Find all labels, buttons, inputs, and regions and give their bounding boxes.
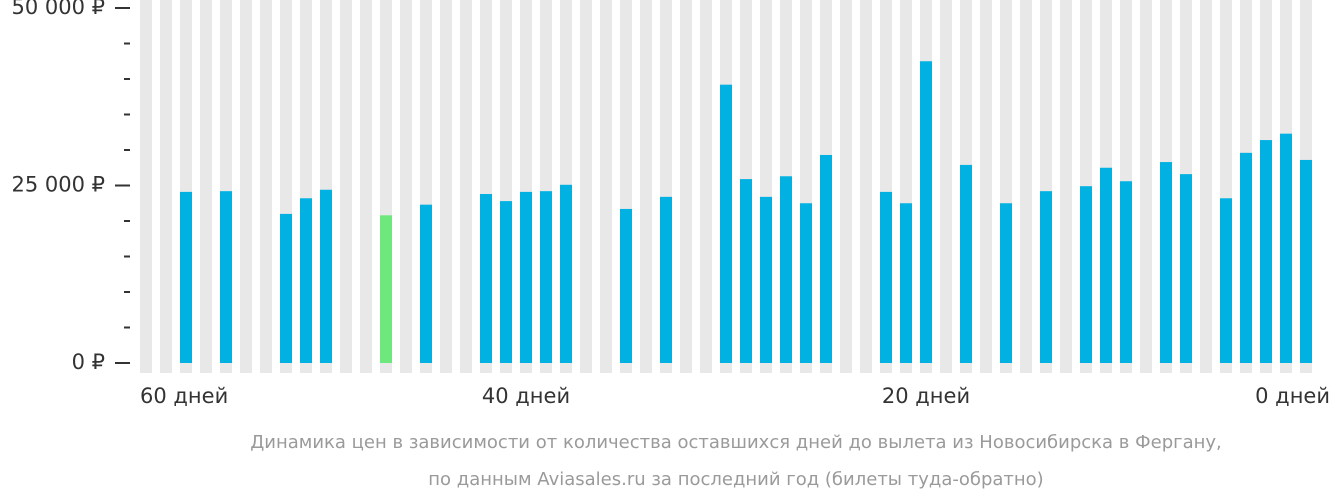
column-background xyxy=(460,0,472,373)
column-background xyxy=(1200,0,1212,373)
column-background xyxy=(200,0,212,373)
bar xyxy=(620,208,632,363)
bar xyxy=(320,189,332,363)
column-background xyxy=(1060,0,1072,373)
y-tick-label: 50 000 ₽ xyxy=(11,0,105,19)
bar xyxy=(540,191,552,363)
bar xyxy=(820,154,832,363)
x-tick-label: 20 дней xyxy=(882,384,970,408)
column-background xyxy=(140,0,152,373)
x-tick-label: 60 дней xyxy=(140,384,228,408)
bar xyxy=(760,196,772,363)
bar xyxy=(500,201,512,363)
column-background xyxy=(260,0,272,373)
bar xyxy=(1280,133,1292,363)
column-background xyxy=(680,0,692,373)
bar xyxy=(920,61,932,363)
column-background xyxy=(440,0,452,373)
bar xyxy=(800,203,812,363)
column-background xyxy=(240,0,252,373)
bar xyxy=(380,215,392,363)
column-background xyxy=(580,0,592,373)
column-background xyxy=(1140,0,1152,373)
bar xyxy=(1220,198,1232,363)
bar xyxy=(1260,140,1272,363)
bar xyxy=(740,179,752,363)
bar xyxy=(1300,159,1312,363)
column-background xyxy=(360,0,372,373)
bar xyxy=(660,196,672,363)
bar xyxy=(560,184,572,363)
x-tick-label: 0 дней xyxy=(1255,384,1330,408)
bar xyxy=(880,191,892,363)
y-tick-label: 0 ₽ xyxy=(72,350,105,374)
column-background xyxy=(940,0,952,373)
column-background xyxy=(700,0,712,373)
bar xyxy=(180,191,192,363)
column-background xyxy=(160,0,172,373)
bar xyxy=(1240,152,1252,363)
column-background xyxy=(840,0,852,373)
bar xyxy=(1180,174,1192,363)
column-background xyxy=(400,0,412,373)
bar xyxy=(520,191,532,363)
bar xyxy=(1100,167,1112,363)
bar xyxy=(780,176,792,363)
bar xyxy=(220,191,232,363)
bar xyxy=(480,194,492,363)
bar xyxy=(1120,181,1132,363)
column-background xyxy=(980,0,992,373)
bar xyxy=(1160,162,1172,363)
bar xyxy=(420,204,432,363)
y-tick-label: 25 000 ₽ xyxy=(11,173,105,197)
bar xyxy=(720,84,732,364)
bar xyxy=(300,198,312,363)
caption-line: по данным Aviasales.ru за последний год … xyxy=(428,469,1043,490)
column-background xyxy=(860,0,872,373)
bar xyxy=(1080,186,1092,363)
bar xyxy=(1000,203,1012,363)
caption-line: Динамика цен в зависимости от количества… xyxy=(250,432,1222,453)
column-background xyxy=(1020,0,1032,373)
column-background xyxy=(600,0,612,373)
bar xyxy=(960,164,972,363)
column-background xyxy=(640,0,652,373)
bar xyxy=(280,213,292,363)
bar xyxy=(900,203,912,363)
bar xyxy=(1040,191,1052,363)
column-background xyxy=(340,0,352,373)
x-tick-label: 40 дней xyxy=(482,384,570,408)
